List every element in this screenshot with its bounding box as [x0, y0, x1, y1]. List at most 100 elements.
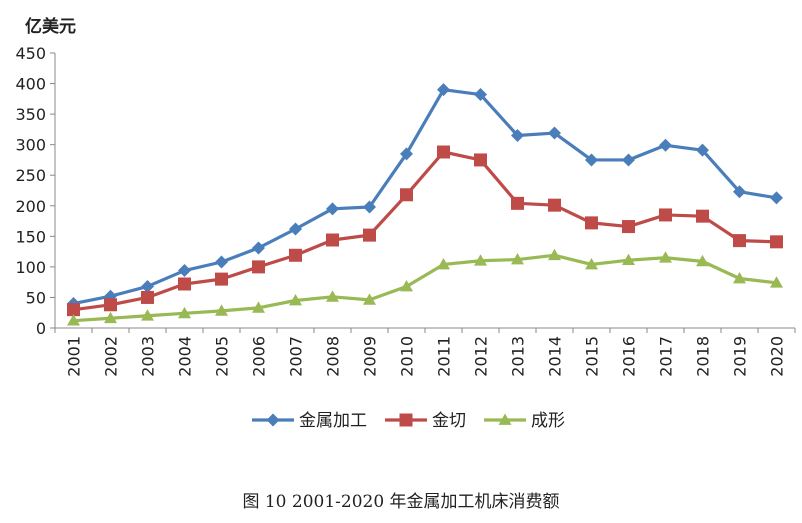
x-tick-label: 2002	[102, 336, 121, 377]
data-point	[400, 279, 413, 292]
x-tick-label: 2012	[472, 336, 491, 377]
series-line	[73, 253, 777, 323]
y-tick-label: 350	[15, 105, 46, 124]
legend-marker	[498, 413, 512, 425]
x-tick-label: 2009	[361, 336, 380, 377]
y-tick-label: 150	[15, 227, 46, 246]
figure-caption: 图 10 2001-2020 年金属加工机床消费额	[242, 492, 560, 512]
data-point	[733, 234, 746, 248]
x-tick-label: 2017	[657, 336, 676, 377]
x-tick-label: 2014	[546, 336, 565, 377]
legend-label: 成形	[531, 411, 565, 431]
series-1	[67, 83, 783, 311]
y-axis-title: 亿美元	[25, 16, 76, 37]
data-point	[437, 83, 450, 97]
data-point	[474, 254, 487, 266]
series-line	[73, 88, 777, 306]
y-tick-label: 100	[15, 258, 46, 277]
x-tick-label: 2019	[731, 336, 750, 377]
data-point	[659, 138, 672, 152]
x-tick-label: 2007	[287, 336, 306, 377]
data-point	[289, 294, 302, 306]
x-tick-label: 2001	[65, 336, 84, 377]
x-tick-label: 2020	[768, 336, 787, 377]
data-point	[437, 145, 450, 159]
data-point	[400, 147, 413, 161]
series-3	[67, 248, 783, 326]
data-point	[474, 153, 487, 167]
x-tick-label: 2010	[398, 336, 417, 377]
legend: 金属加工 金切 成形	[252, 411, 565, 431]
data-point	[511, 253, 524, 265]
data-point	[437, 257, 450, 270]
data-point	[733, 185, 746, 199]
legend-item: 金属加工	[252, 411, 367, 431]
data-point	[622, 253, 635, 266]
data-point	[696, 254, 709, 267]
data-point	[178, 264, 191, 278]
data-point	[67, 303, 80, 317]
y-tick-label: 0	[36, 319, 46, 338]
data-point	[770, 191, 783, 205]
data-point	[178, 306, 191, 319]
legend-label: 金切	[432, 411, 466, 431]
data-point	[363, 293, 376, 305]
data-point	[215, 304, 228, 316]
data-point	[289, 222, 302, 236]
data-point	[363, 200, 376, 214]
y-tick-label: 200	[15, 197, 46, 216]
data-point	[178, 277, 191, 291]
data-point	[141, 309, 154, 321]
data-point	[141, 290, 154, 304]
x-tick-label: 2011	[435, 336, 454, 377]
data-point	[104, 298, 117, 312]
data-point	[659, 208, 672, 222]
data-point	[363, 228, 376, 242]
data-point	[67, 314, 80, 326]
data-point	[585, 216, 598, 230]
legend-item: 成形	[484, 411, 565, 431]
data-point	[215, 272, 228, 286]
data-point	[696, 209, 709, 223]
x-tick-label: 2004	[176, 336, 195, 377]
y-tick-label: 400	[15, 75, 46, 94]
data-point	[326, 233, 339, 247]
data-point	[252, 241, 265, 255]
x-tick-label: 2003	[139, 336, 158, 377]
x-tick-label: 2005	[213, 336, 232, 377]
data-point	[659, 251, 672, 263]
x-tick-label: 2016	[620, 336, 639, 377]
x-tick-label: 2008	[324, 336, 343, 377]
legend-marker	[266, 413, 280, 427]
data-point	[622, 220, 635, 234]
data-point	[548, 126, 561, 140]
data-point	[252, 260, 265, 274]
x-tick-label: 2006	[250, 336, 269, 377]
y-tick-label: 50	[26, 288, 46, 307]
data-point	[141, 279, 154, 293]
data-point	[548, 198, 561, 212]
data-point	[326, 202, 339, 216]
data-point	[289, 248, 302, 262]
data-point	[548, 248, 561, 261]
y-tick-group: 0 50 100 150 200 250 300 350 400 450	[15, 44, 55, 338]
data-point	[696, 143, 709, 157]
data-point	[474, 88, 487, 102]
y-tick-label: 250	[15, 166, 46, 185]
data-point	[252, 301, 265, 313]
data-point	[326, 290, 339, 302]
y-tick-label: 300	[15, 136, 46, 155]
series-2	[67, 145, 783, 317]
series-group	[67, 83, 783, 326]
data-point	[622, 153, 635, 167]
y-tick-label: 450	[15, 44, 46, 63]
data-point	[585, 153, 598, 167]
legend-label: 金属加工	[299, 411, 367, 431]
x-tick-label: 2018	[694, 336, 713, 377]
line-chart: 亿美元 0 50 100 150 200 250 300 350 400 450 2001 2002…	[15, 16, 796, 431]
data-point	[585, 257, 598, 270]
axes	[54, 53, 795, 329]
x-tick-label: 2013	[509, 336, 528, 377]
data-point	[400, 188, 413, 202]
data-point	[104, 311, 117, 324]
